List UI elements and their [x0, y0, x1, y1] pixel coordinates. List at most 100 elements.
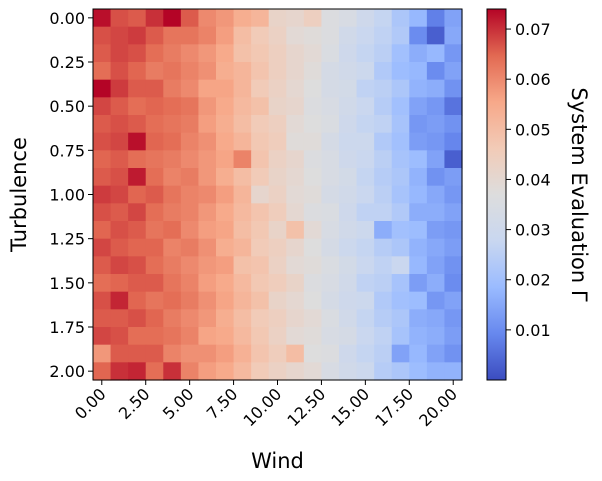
heatmap-cell	[268, 44, 287, 63]
heatmap-cell	[409, 115, 428, 134]
heatmap-cell	[339, 115, 358, 134]
heatmap-cell	[321, 185, 340, 204]
x-tick-label: 15.00	[327, 384, 373, 430]
heatmap-cell	[356, 238, 375, 257]
heatmap-cell	[163, 238, 182, 257]
y-axis-title: Turbulence	[7, 137, 31, 253]
heatmap-cell	[110, 291, 129, 310]
heatmap-cell	[145, 79, 164, 98]
heatmap-cell	[339, 168, 358, 187]
heatmap-cell	[198, 150, 217, 169]
heatmap-cell	[391, 62, 410, 81]
heatmap-cell	[268, 168, 287, 187]
heatmap-cell	[216, 291, 235, 310]
heatmap-cell	[268, 203, 287, 222]
y-tick-label: 1.00	[49, 186, 85, 205]
heatmap-cell	[426, 44, 446, 63]
heatmap-cell	[321, 221, 340, 240]
heatmap-cell	[198, 238, 217, 257]
heatmap-cell	[374, 115, 393, 134]
heatmap-cell	[374, 309, 393, 328]
heatmap-cell	[163, 327, 182, 346]
heatmap-cell	[444, 327, 463, 346]
heatmap-cell	[286, 44, 305, 63]
heatmap-cell	[216, 168, 235, 187]
heatmap-cell	[128, 97, 147, 116]
heatmap-cell	[198, 97, 217, 116]
heatmap-cell	[391, 203, 410, 222]
heatmap-cell	[321, 291, 340, 310]
heatmap-cell	[93, 9, 112, 28]
heatmap-cell	[426, 274, 446, 293]
x-tick-label: 20.00	[415, 384, 461, 430]
heatmap-cell	[128, 44, 147, 63]
heatmap-cell	[374, 203, 393, 222]
heatmap-cell	[128, 344, 147, 363]
heatmap-cell	[180, 62, 200, 81]
heatmap-cell	[93, 132, 112, 151]
heatmap-cell	[286, 185, 305, 204]
heatmap-cell	[128, 79, 147, 98]
heatmap-cell	[339, 274, 358, 293]
heatmap-cell	[180, 79, 200, 98]
heatmap-cell	[163, 291, 182, 310]
heatmap-cell	[180, 26, 200, 45]
heatmap-cell	[268, 274, 287, 293]
heatmap-cell	[444, 62, 463, 81]
heatmap-cell	[145, 309, 164, 328]
heatmap-cell	[391, 79, 410, 98]
heatmap-cell	[180, 256, 200, 275]
heatmap-cell	[93, 291, 112, 310]
heatmap-cell	[391, 327, 410, 346]
heatmap-cell	[409, 203, 428, 222]
heatmap-cell	[198, 9, 217, 28]
heatmap-cell	[145, 9, 164, 28]
heatmap-cell	[444, 97, 463, 116]
heatmap-cell	[163, 221, 182, 240]
heatmap-cell	[409, 132, 428, 151]
heatmap-cell	[286, 238, 305, 257]
heatmap-cell	[145, 26, 164, 45]
y-tick-label: 0.00	[49, 9, 85, 28]
heatmap-cell	[286, 168, 305, 187]
heatmap-cell	[426, 150, 446, 169]
heatmap-cell	[286, 221, 305, 240]
heatmap-cell	[233, 115, 252, 134]
heatmap-cell	[391, 26, 410, 45]
heatmap-cell	[409, 44, 428, 63]
heatmap-cell	[198, 203, 217, 222]
heatmap-cell	[233, 9, 252, 28]
y-tick-label: 1.75	[49, 318, 85, 337]
heatmap-cell	[444, 185, 463, 204]
heatmap-cell	[128, 132, 147, 151]
heatmap-cell	[409, 185, 428, 204]
heatmap-cell	[216, 150, 235, 169]
heatmap-cell	[409, 9, 428, 28]
y-axis-ticks: 0.00 0.25 0.50 0.75 1.00 1.25 1.50 1.75 2.00	[49, 9, 93, 381]
heatmap-cell	[303, 185, 323, 204]
heatmap-cell	[303, 79, 323, 98]
heatmap-cell	[374, 256, 393, 275]
heatmap-cell	[233, 309, 252, 328]
heatmap-cell	[110, 362, 129, 381]
heatmap-cell	[163, 185, 182, 204]
heatmap-cell	[128, 238, 147, 257]
heatmap-cell	[339, 26, 358, 45]
heatmap-cell	[145, 327, 164, 346]
heatmap-cell	[339, 79, 358, 98]
heatmap-cells	[93, 9, 463, 381]
heatmap-cell	[268, 256, 287, 275]
heatmap-cell	[391, 221, 410, 240]
heatmap-cell	[216, 79, 235, 98]
heatmap-cell	[409, 362, 428, 381]
heatmap-cell	[356, 26, 375, 45]
heatmap-cell	[426, 168, 446, 187]
heatmap-cell	[93, 221, 112, 240]
heatmap-cell	[426, 221, 446, 240]
heatmap-cell	[110, 79, 129, 98]
heatmap-cell	[339, 327, 358, 346]
heatmap-cell	[444, 150, 463, 169]
heatmap-cell	[180, 238, 200, 257]
heatmap-cell	[110, 344, 129, 363]
heatmap-cell	[216, 238, 235, 257]
